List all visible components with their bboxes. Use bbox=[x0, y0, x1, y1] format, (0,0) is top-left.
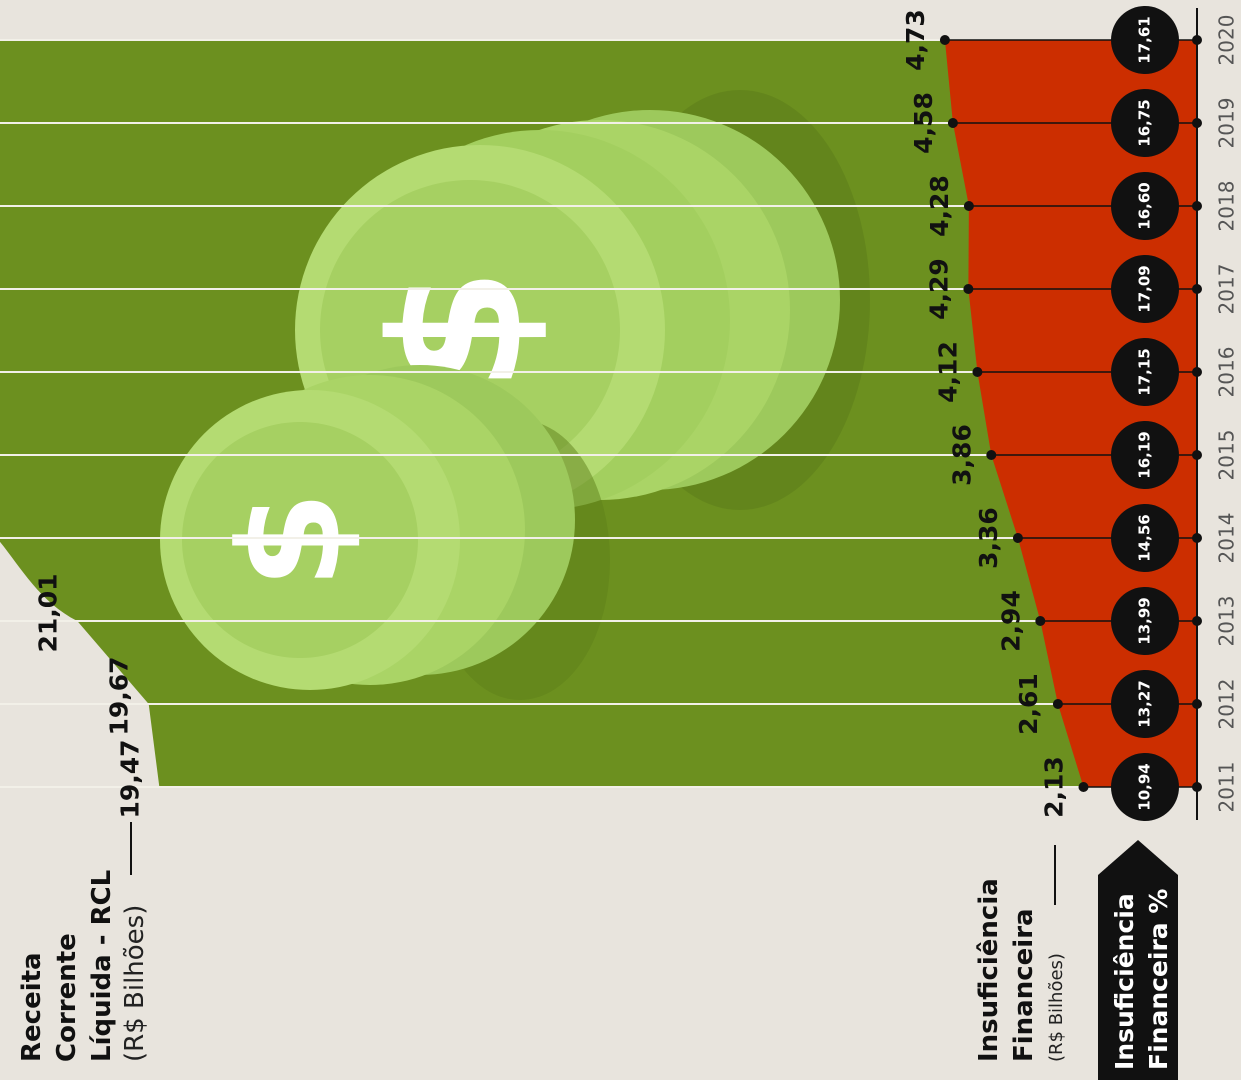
insuf-value-label: 4,12 bbox=[933, 341, 962, 403]
pct-value-label: 13,27 bbox=[1136, 680, 1154, 727]
axis-tick bbox=[1192, 699, 1202, 709]
axis-tick bbox=[1192, 118, 1202, 128]
x-tick-label: 2015 bbox=[1215, 430, 1239, 481]
pct-value-label: 14,56 bbox=[1136, 514, 1154, 561]
pct-badge bbox=[1111, 172, 1179, 240]
pct-badge bbox=[1111, 89, 1179, 157]
insuf-point bbox=[972, 367, 983, 377]
rcl-value-label: 19,47 bbox=[115, 739, 144, 818]
axis-tick bbox=[1192, 284, 1202, 294]
axis-tick bbox=[1192, 201, 1202, 211]
x-tick-label: 2020 bbox=[1215, 15, 1239, 66]
insuf-value-label: 2,61 bbox=[1014, 673, 1043, 735]
axis-tick bbox=[1192, 450, 1202, 460]
insuf-value-label: 2,13 bbox=[1039, 756, 1068, 818]
rcl-legend: Receita Corrente Líquida - RCL (R$ Bilhõ… bbox=[15, 842, 150, 1062]
pct-value-label: 17,15 bbox=[1136, 348, 1154, 395]
insuf-point bbox=[1078, 782, 1089, 792]
insuf-value-label: 4,73 bbox=[901, 9, 930, 71]
pct-badge bbox=[1111, 6, 1179, 74]
pct-value-label: 16,75 bbox=[1136, 99, 1154, 146]
rcl-value-label: 21,01 bbox=[33, 573, 62, 652]
x-tick-label: 2013 bbox=[1215, 596, 1239, 647]
insuf-point bbox=[947, 118, 958, 128]
pct-legend: Insuficiência Financeira % bbox=[1108, 870, 1176, 1070]
pct-value-label: 17,09 bbox=[1136, 265, 1154, 312]
x-tick-label: 2016 bbox=[1215, 347, 1239, 398]
pct-badge bbox=[1111, 504, 1179, 572]
pct-value-label: 16,19 bbox=[1136, 431, 1154, 478]
legend-unit: (R$ Bilhões) bbox=[1046, 953, 1067, 1062]
legend-label: Insuficiência Financeira bbox=[974, 878, 1039, 1062]
insuf-point bbox=[963, 201, 974, 211]
x-tick-label: 2012 bbox=[1215, 679, 1239, 730]
insuf-value-label: 3,36 bbox=[974, 507, 1003, 569]
insuf-value-label: 4,29 bbox=[924, 258, 953, 320]
insuf-point bbox=[986, 450, 997, 460]
pct-value-label: 16,60 bbox=[1136, 182, 1154, 229]
pct-legend-box bbox=[1098, 840, 1178, 1080]
axis-tick bbox=[1192, 367, 1202, 377]
axis-tick bbox=[1192, 782, 1202, 792]
insuf-point bbox=[1035, 616, 1046, 626]
insuf-value-label: 3,86 bbox=[947, 424, 976, 486]
pct-badge bbox=[1111, 255, 1179, 323]
rcl-value-label: 19,67 bbox=[105, 656, 134, 735]
insuf-value-label: 4,58 bbox=[909, 92, 938, 154]
insuf-value-label: 4,28 bbox=[925, 175, 954, 237]
pct-badge bbox=[1111, 421, 1179, 489]
legend-label: Insuficiência Financeira % bbox=[1110, 888, 1173, 1070]
insuf-point bbox=[963, 284, 974, 294]
insuf-value-label: 2,94 bbox=[996, 590, 1025, 652]
legend-unit: (R$ Bilhões) bbox=[120, 904, 150, 1062]
x-tick-label: 2017 bbox=[1215, 264, 1239, 315]
x-tick-label: 2014 bbox=[1215, 513, 1239, 564]
axis-tick bbox=[1192, 616, 1202, 626]
x-tick-label: 2018 bbox=[1215, 181, 1239, 232]
pct-badge bbox=[1111, 338, 1179, 406]
x-tick-label: 2019 bbox=[1215, 98, 1239, 149]
pct-badge bbox=[1111, 587, 1179, 655]
insuf-point bbox=[1012, 533, 1023, 543]
pct-value-label: 17,61 bbox=[1136, 16, 1154, 63]
pct-badge bbox=[1111, 753, 1179, 821]
insuf-point bbox=[939, 35, 950, 45]
legend-label: Receita Corrente Líquida - RCL bbox=[17, 869, 117, 1062]
axis-tick bbox=[1192, 35, 1202, 45]
insuf-legend: Insuficiência Financeira (R$ Bilhões) bbox=[972, 862, 1072, 1062]
insuf-point bbox=[1052, 699, 1063, 709]
svg-text:$: $ bbox=[210, 491, 373, 588]
pct-value-label: 13,99 bbox=[1136, 597, 1154, 644]
x-tick-label: 2011 bbox=[1215, 762, 1239, 813]
pct-badge bbox=[1111, 670, 1179, 738]
pct-value-label: 10,94 bbox=[1136, 763, 1154, 810]
axis-tick bbox=[1192, 533, 1202, 543]
